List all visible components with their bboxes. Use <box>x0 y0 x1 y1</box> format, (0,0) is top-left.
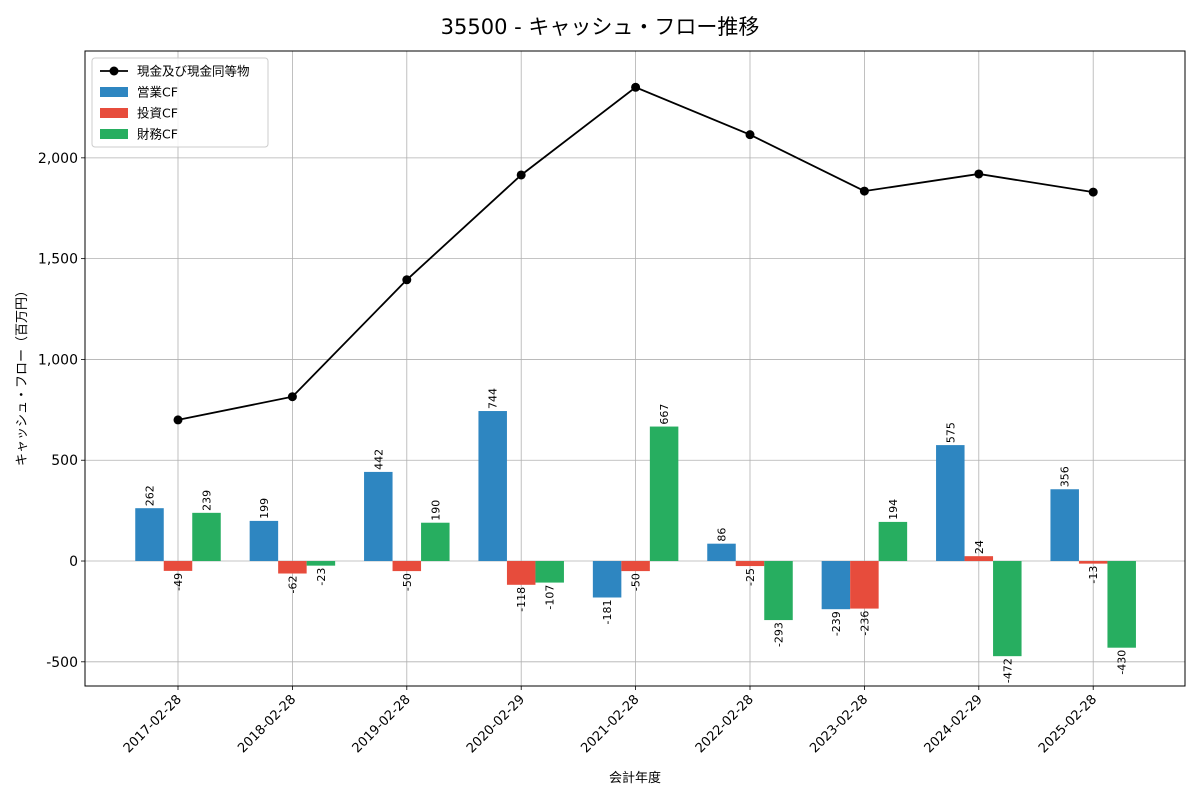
bar-operating-cf <box>707 543 736 562</box>
legend-marker-swatch <box>109 66 119 76</box>
bar-value-label: -239 <box>830 611 843 636</box>
y-tick-label: -500 <box>46 655 78 671</box>
bar-investing-cf <box>163 561 193 571</box>
bar-financing-cf <box>421 522 450 562</box>
bar-value-label: -472 <box>1001 658 1014 683</box>
bar-investing-cf <box>506 561 536 585</box>
legend-entry-label: 投資CF <box>137 106 178 121</box>
bar-value-label: -25 <box>744 568 757 586</box>
bar-investing-cf <box>278 561 307 574</box>
x-tick-label: 2018-02-28 <box>235 692 299 756</box>
legend-entry-label: 営業CF <box>137 85 178 100</box>
bar-financing-cf <box>993 561 1022 657</box>
plot-frame <box>84 50 1186 687</box>
bar-financing-cf <box>535 561 564 583</box>
bar-value-label: -430 <box>1116 650 1129 675</box>
cash-balance-marker <box>859 186 869 196</box>
bar-value-label: -107 <box>544 585 557 610</box>
bar-investing-cf <box>1078 561 1108 564</box>
x-tick-label: 2024-02-29 <box>922 692 986 756</box>
cash-balance-marker <box>745 130 755 140</box>
cash-balance-marker <box>1088 187 1098 197</box>
bar-investing-cf <box>964 556 994 562</box>
bar-value-label: -49 <box>172 573 185 591</box>
y-tick-label: 500 <box>51 453 78 469</box>
bar-investing-cf <box>735 561 765 567</box>
bar-value-label: 262 <box>144 485 157 506</box>
cash-balance-marker <box>974 169 984 179</box>
bar-financing-cf <box>192 512 221 562</box>
line-layer <box>173 82 1098 425</box>
y-tick-label: 1,000 <box>38 352 78 368</box>
bar-value-label: 667 <box>658 404 671 425</box>
y-axis-label: キャッシュ・フロー（百万円） <box>15 284 30 466</box>
bar-operating-cf <box>592 561 622 598</box>
bar-value-label: -118 <box>515 587 528 612</box>
legend-bar-swatch <box>100 108 128 118</box>
bar-value-label: -50 <box>630 573 643 591</box>
bar-operating-cf <box>135 508 164 562</box>
bar-value-label: 239 <box>201 490 214 511</box>
bar-financing-cf <box>1107 561 1136 648</box>
bar-value-label: -236 <box>858 611 871 636</box>
bar-value-label: -293 <box>773 622 786 647</box>
x-tick-label: 2017-02-28 <box>121 692 185 756</box>
cash-balance-marker <box>631 82 641 92</box>
bar-operating-cf <box>821 561 851 610</box>
y-tick-label: 1,500 <box>38 252 78 268</box>
bar-value-label: -23 <box>315 568 328 586</box>
bar-financing-cf <box>649 426 679 562</box>
cash-balance-marker <box>287 392 297 402</box>
cash-balance-marker <box>173 415 183 425</box>
legend-bar-swatch <box>100 87 128 97</box>
bar-operating-cf <box>364 471 393 562</box>
chart-title: 35500 - キャッシュ・フロー推移 <box>441 15 760 39</box>
cash-balance-marker <box>516 170 526 180</box>
x-tick-label: 2021-02-28 <box>578 692 642 756</box>
legend-entry-label: 現金及び現金同等物 <box>137 64 250 79</box>
bar-financing-cf <box>306 561 336 566</box>
bar-value-label: -62 <box>286 576 299 594</box>
bar-value-label: 744 <box>487 388 500 409</box>
bar-value-label: -13 <box>1087 566 1100 584</box>
bar-value-label: 194 <box>887 499 900 520</box>
data-labels-layer: 262 199 442 744 -181 86 -239 575 356 -49 -62 -50 -11… <box>144 388 1129 683</box>
bar-operating-cf <box>478 411 507 562</box>
bar-value-label: 442 <box>372 449 385 470</box>
bar-value-label: -50 <box>401 573 414 591</box>
y-tick-label: 0 <box>69 554 78 570</box>
bar-investing-cf <box>850 561 879 609</box>
bar-value-label: 199 <box>258 498 271 519</box>
x-axis-label: 会計年度 <box>609 770 661 786</box>
bars-layer <box>135 411 1136 657</box>
legend-bar-swatch <box>100 129 128 139</box>
bar-operating-cf <box>249 520 279 562</box>
bar-value-label: 575 <box>944 422 957 443</box>
bar-financing-cf <box>764 561 793 621</box>
y-tick-label: 2,000 <box>38 151 78 167</box>
bar-investing-cf <box>392 561 422 572</box>
legend-frame <box>91 57 269 148</box>
bar-operating-cf <box>1050 489 1079 562</box>
x-tick-label: 2020-02-29 <box>464 692 528 756</box>
bar-value-label: 24 <box>973 540 986 554</box>
legend-entry-label: 財務CF <box>137 127 178 142</box>
cash-balance-marker <box>402 275 412 285</box>
bar-financing-cf <box>878 521 908 562</box>
bar-value-label: -181 <box>601 600 614 625</box>
bar-value-label: 356 <box>1059 466 1072 487</box>
x-tick-label: 2022-02-28 <box>693 692 757 756</box>
bar-operating-cf <box>936 445 965 562</box>
x-tick-label: 2019-02-28 <box>350 692 414 756</box>
x-tick-label: 2025-02-28 <box>1036 692 1100 756</box>
bar-value-label: 86 <box>716 528 729 542</box>
bar-value-label: 190 <box>429 500 442 521</box>
bar-investing-cf <box>621 561 650 572</box>
x-tick-label: 2023-02-28 <box>807 692 871 756</box>
